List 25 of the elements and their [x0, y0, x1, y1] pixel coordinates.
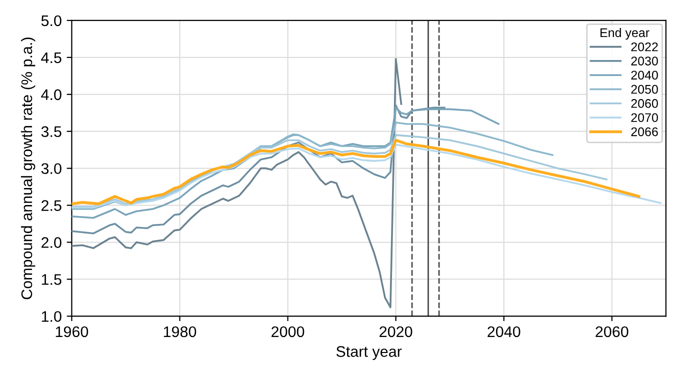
y-tick-label: 2.5: [42, 200, 62, 211]
legend-label: 2060: [631, 99, 658, 108]
legend-label: 2050: [631, 84, 658, 94]
y-tick-label: 3.0: [41, 163, 62, 174]
x-tick-label: 2000: [272, 326, 304, 338]
legend-label: 2040: [631, 70, 658, 80]
legend-label: 2066: [631, 127, 658, 136]
y-tick-label: 4.5: [41, 52, 62, 64]
y-tick-label: 5.0: [41, 15, 62, 26]
y-tick-label: 4.0: [41, 89, 62, 100]
legend-label: 2030: [631, 56, 658, 66]
x-tick-label: 2040: [488, 326, 520, 338]
y-axis-title: Compound annual growth rate (% p.a.): [20, 38, 36, 300]
x-axis-title: Start year: [336, 346, 402, 360]
x-tick-label: 1980: [164, 326, 196, 338]
legend-label: 2070: [631, 113, 658, 122]
x-tick-label: 1960: [56, 326, 88, 338]
x-tick-label: 2020: [380, 326, 412, 338]
y-tick-label: 2.0: [42, 237, 62, 248]
y-tick-label: 3.5: [41, 126, 62, 138]
y-tick-label: 1.0: [42, 311, 62, 322]
y-tick-label: 1.5: [42, 274, 62, 285]
legend-label: 2022: [631, 42, 658, 52]
x-tick-label: 2060: [596, 326, 628, 338]
legend-title: End year: [600, 28, 650, 40]
